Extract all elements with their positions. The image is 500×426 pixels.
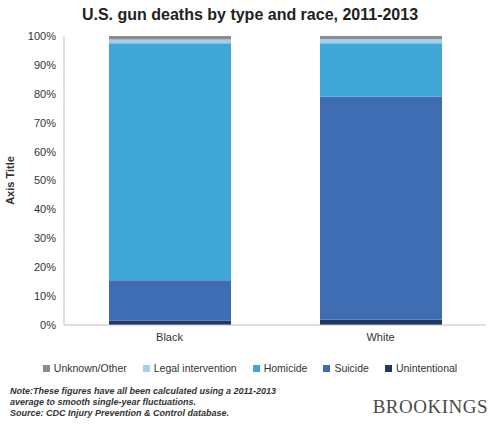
svg-text:Black: Black <box>156 331 183 343</box>
svg-text:90%: 90% <box>34 59 56 71</box>
svg-text:100%: 100% <box>28 30 56 42</box>
html-text:Unintentional: Unintentional <box>395 362 458 374</box>
html-text:Source: CDC Injury Prevention: Source: CDC Injury Prevention & Control … <box>10 408 229 418</box>
svg-text:80%: 80% <box>34 88 56 100</box>
html-text:Suicide: Suicide <box>334 362 369 374</box>
html-text:Unknown/Other: Unknown/Other <box>53 362 127 374</box>
svg-text:10%: 10% <box>34 290 56 302</box>
svg-text:Axis Title: Axis Title <box>8 156 16 205</box>
svg-text:20%: 20% <box>34 261 56 273</box>
html-text:Legal intervention: Legal intervention <box>153 362 237 374</box>
html-text:Homicide: Homicide <box>263 362 308 374</box>
html-text:BROOKINGS: BROOKINGS <box>372 396 488 417</box>
svg-text:0%: 0% <box>40 319 56 331</box>
svg-text:White: White <box>366 331 394 343</box>
svg-text:50%: 50% <box>34 174 56 186</box>
svg-text:70%: 70% <box>34 117 56 129</box>
svg-text:30%: 30% <box>34 232 56 244</box>
html-text:Note:These figures have all be: Note:These figures have all been calcula… <box>10 386 276 407</box>
svg-text:60%: 60% <box>34 146 56 158</box>
svg-text:40%: 40% <box>34 203 56 215</box>
html-text:U.S. gun deaths by type and ra: U.S. gun deaths by type and race, 2011-2… <box>81 6 419 23</box>
